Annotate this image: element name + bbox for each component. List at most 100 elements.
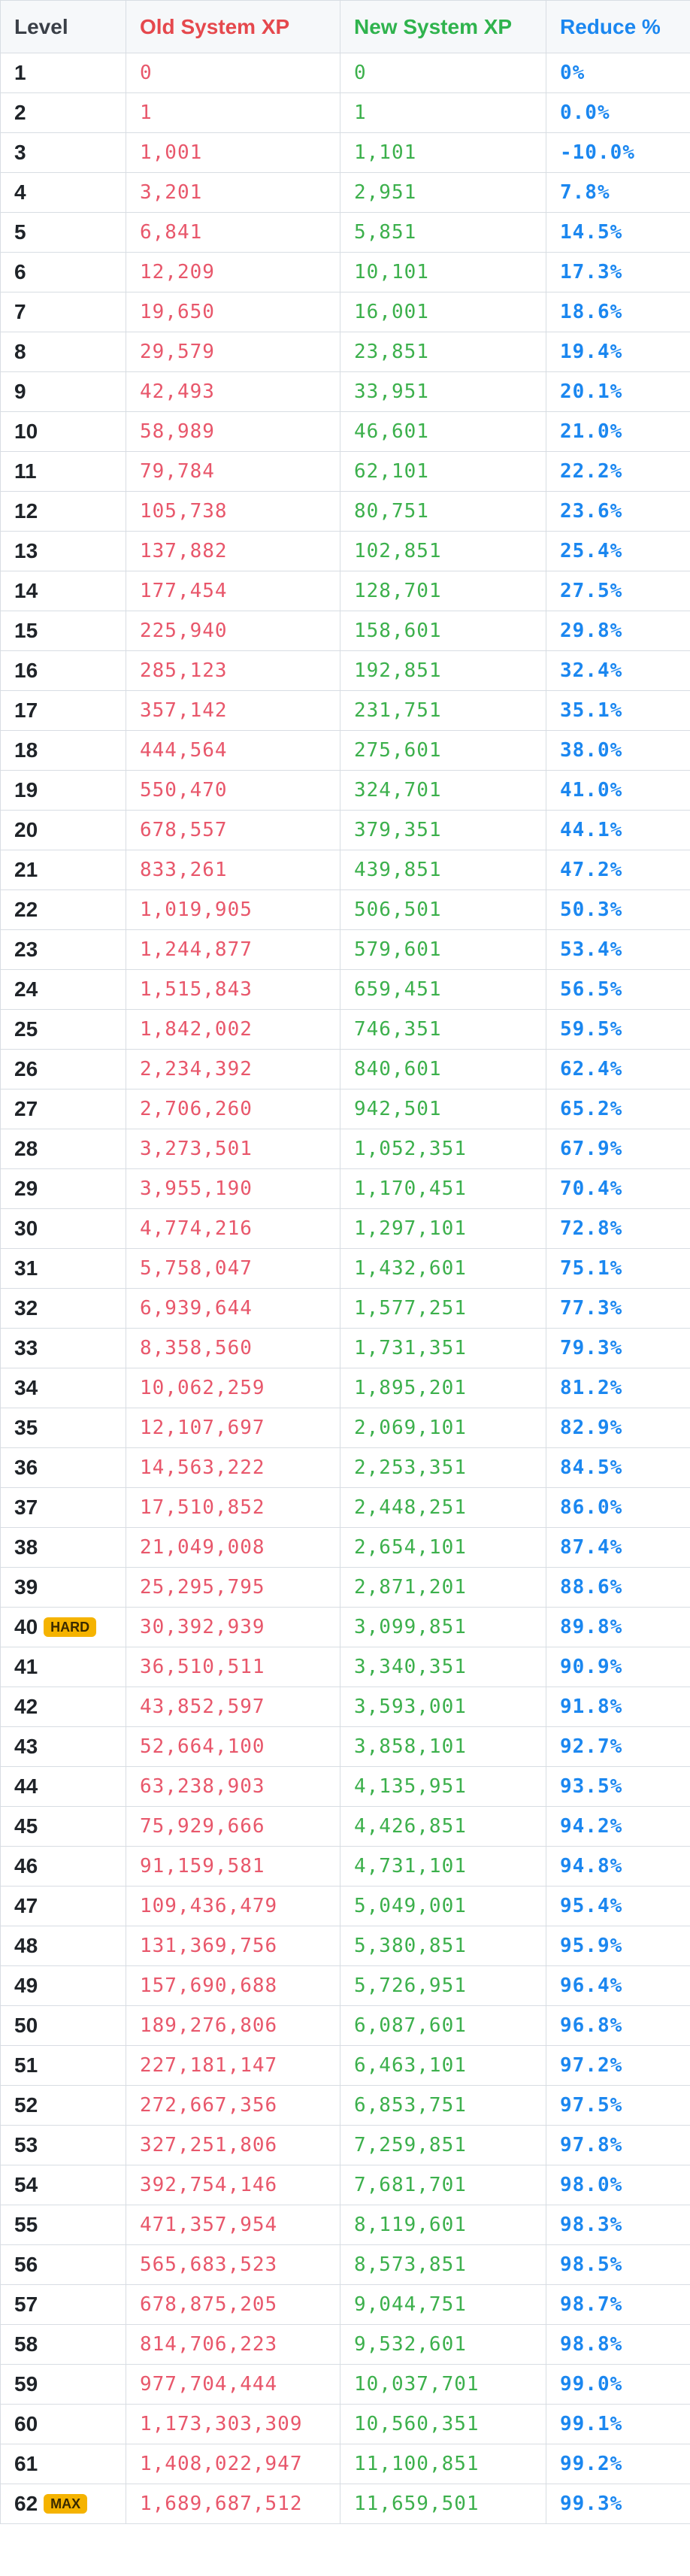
- old-xp-cell: 225,940: [126, 611, 340, 651]
- level-number: 35: [14, 1416, 38, 1439]
- reduce-cell: 75.1%: [546, 1248, 690, 1289]
- new-xp-cell: 8,119,601: [340, 2205, 546, 2245]
- new-xp-cell: 659,451: [340, 969, 546, 1010]
- table-row: 33 8,358,560 1,731,351 79.3%: [0, 1328, 690, 1368]
- reduce-cell: 62.4%: [546, 1049, 690, 1089]
- table-row: 41 36,510,511 3,340,351 90.9%: [0, 1647, 690, 1687]
- level-cell: 22: [0, 889, 126, 930]
- reduce-cell: 59.5%: [546, 1009, 690, 1050]
- new-xp-cell: 11,659,501: [340, 2484, 546, 2524]
- level-number: 24: [14, 977, 38, 1001]
- table-row: 22 1,019,905 506,501 50.3%: [0, 889, 690, 930]
- old-xp-cell: 30,392,939: [126, 1607, 340, 1647]
- level-number: 36: [14, 1456, 38, 1479]
- old-xp-cell: 678,875,205: [126, 2284, 340, 2325]
- new-xp-cell: 4,731,101: [340, 1846, 546, 1887]
- reduce-cell: 99.0%: [546, 2364, 690, 2405]
- reduce-cell: 44.1%: [546, 810, 690, 850]
- level-number: 50: [14, 2014, 38, 2037]
- new-xp-cell: 5,380,851: [340, 1926, 546, 1966]
- header-old-xp: Old System XP: [126, 0, 340, 53]
- level-number: 47: [14, 1894, 38, 1917]
- new-xp-cell: 275,601: [340, 730, 546, 771]
- reduce-cell: 14.5%: [546, 212, 690, 253]
- old-xp-cell: 36,510,511: [126, 1647, 340, 1687]
- table-row: 60 1,173,303,309 10,560,351 99.1%: [0, 2404, 690, 2444]
- level-number: 5: [14, 220, 26, 244]
- new-xp-cell: 439,851: [340, 850, 546, 890]
- reduce-cell: 99.3%: [546, 2484, 690, 2524]
- old-xp-cell: 6,841: [126, 212, 340, 253]
- old-xp-cell: 3,201: [126, 172, 340, 213]
- old-xp-cell: 285,123: [126, 650, 340, 691]
- new-xp-cell: 4,135,951: [340, 1766, 546, 1807]
- level-cell: 48: [0, 1926, 126, 1966]
- level-number: 20: [14, 818, 38, 841]
- level-cell: 15: [0, 611, 126, 651]
- reduce-cell: 98.7%: [546, 2284, 690, 2325]
- new-xp-cell: 1: [340, 92, 546, 133]
- new-xp-cell: 1,577,251: [340, 1288, 546, 1329]
- level-cell: 37: [0, 1487, 126, 1528]
- table-row: 4 3,201 2,951 7.8%: [0, 172, 690, 213]
- level-cell: 38: [0, 1527, 126, 1568]
- reduce-cell: 70.4%: [546, 1168, 690, 1209]
- new-xp-cell: 942,501: [340, 1089, 546, 1129]
- reduce-cell: 56.5%: [546, 969, 690, 1010]
- table-row: 16 285,123 192,851 32.4%: [0, 650, 690, 691]
- level-cell: 5: [0, 212, 126, 253]
- reduce-cell: 38.0%: [546, 730, 690, 771]
- old-xp-cell: 814,706,223: [126, 2324, 340, 2365]
- table-row: 23 1,244,877 579,601 53.4%: [0, 929, 690, 970]
- level-cell: 36: [0, 1447, 126, 1488]
- level-number: 39: [14, 1575, 38, 1599]
- reduce-cell: 92.7%: [546, 1726, 690, 1767]
- table-row: 25 1,842,002 746,351 59.5%: [0, 1009, 690, 1050]
- table-row: 40 HARD 30,392,939 3,099,851 89.8%: [0, 1607, 690, 1647]
- old-xp-cell: 17,510,852: [126, 1487, 340, 1528]
- new-xp-cell: 9,044,751: [340, 2284, 546, 2325]
- level-number: 57: [14, 2293, 38, 2316]
- table-row: 30 4,774,216 1,297,101 72.8%: [0, 1208, 690, 1249]
- level-number: 21: [14, 858, 38, 881]
- reduce-cell: 23.6%: [546, 491, 690, 532]
- old-xp-cell: 42,493: [126, 371, 340, 412]
- new-xp-cell: 1,432,601: [340, 1248, 546, 1289]
- level-cell: 50: [0, 2005, 126, 2046]
- level-number: 40: [14, 1615, 38, 1638]
- level-number: 15: [14, 619, 38, 642]
- reduce-cell: 32.4%: [546, 650, 690, 691]
- table-row: 48 131,369,756 5,380,851 95.9%: [0, 1926, 690, 1966]
- new-xp-cell: 11,100,851: [340, 2444, 546, 2484]
- level-number: 14: [14, 579, 38, 602]
- level-number: 27: [14, 1097, 38, 1120]
- table-row: 10 58,989 46,601 21.0%: [0, 411, 690, 452]
- level-cell: 3: [0, 132, 126, 173]
- new-xp-cell: 2,951: [340, 172, 546, 213]
- table-row: 42 43,852,597 3,593,001 91.8%: [0, 1687, 690, 1727]
- table-row: 31 5,758,047 1,432,601 75.1%: [0, 1248, 690, 1289]
- new-xp-cell: 9,532,601: [340, 2324, 546, 2365]
- new-xp-cell: 1,052,351: [340, 1129, 546, 1169]
- old-xp-cell: 52,664,100: [126, 1726, 340, 1767]
- reduce-cell: 96.8%: [546, 2005, 690, 2046]
- reduce-cell: 67.9%: [546, 1129, 690, 1169]
- reduce-cell: 94.8%: [546, 1846, 690, 1887]
- table-row: 53 327,251,806 7,259,851 97.8%: [0, 2125, 690, 2165]
- reduce-cell: 97.2%: [546, 2045, 690, 2086]
- old-xp-cell: 157,690,688: [126, 1965, 340, 2006]
- old-xp-cell: 91,159,581: [126, 1846, 340, 1887]
- level-number: 9: [14, 380, 26, 403]
- level-number: 53: [14, 2133, 38, 2156]
- level-number: 44: [14, 1774, 38, 1798]
- reduce-cell: 29.8%: [546, 611, 690, 651]
- new-xp-cell: 2,448,251: [340, 1487, 546, 1528]
- reduce-cell: 0.0%: [546, 92, 690, 133]
- reduce-cell: 22.2%: [546, 451, 690, 492]
- old-xp-cell: 833,261: [126, 850, 340, 890]
- level-number: 23: [14, 938, 38, 961]
- table-row: 47 109,436,479 5,049,001 95.4%: [0, 1886, 690, 1926]
- level-cell: 23: [0, 929, 126, 970]
- level-cell: 29: [0, 1168, 126, 1209]
- level-number: 48: [14, 1934, 38, 1957]
